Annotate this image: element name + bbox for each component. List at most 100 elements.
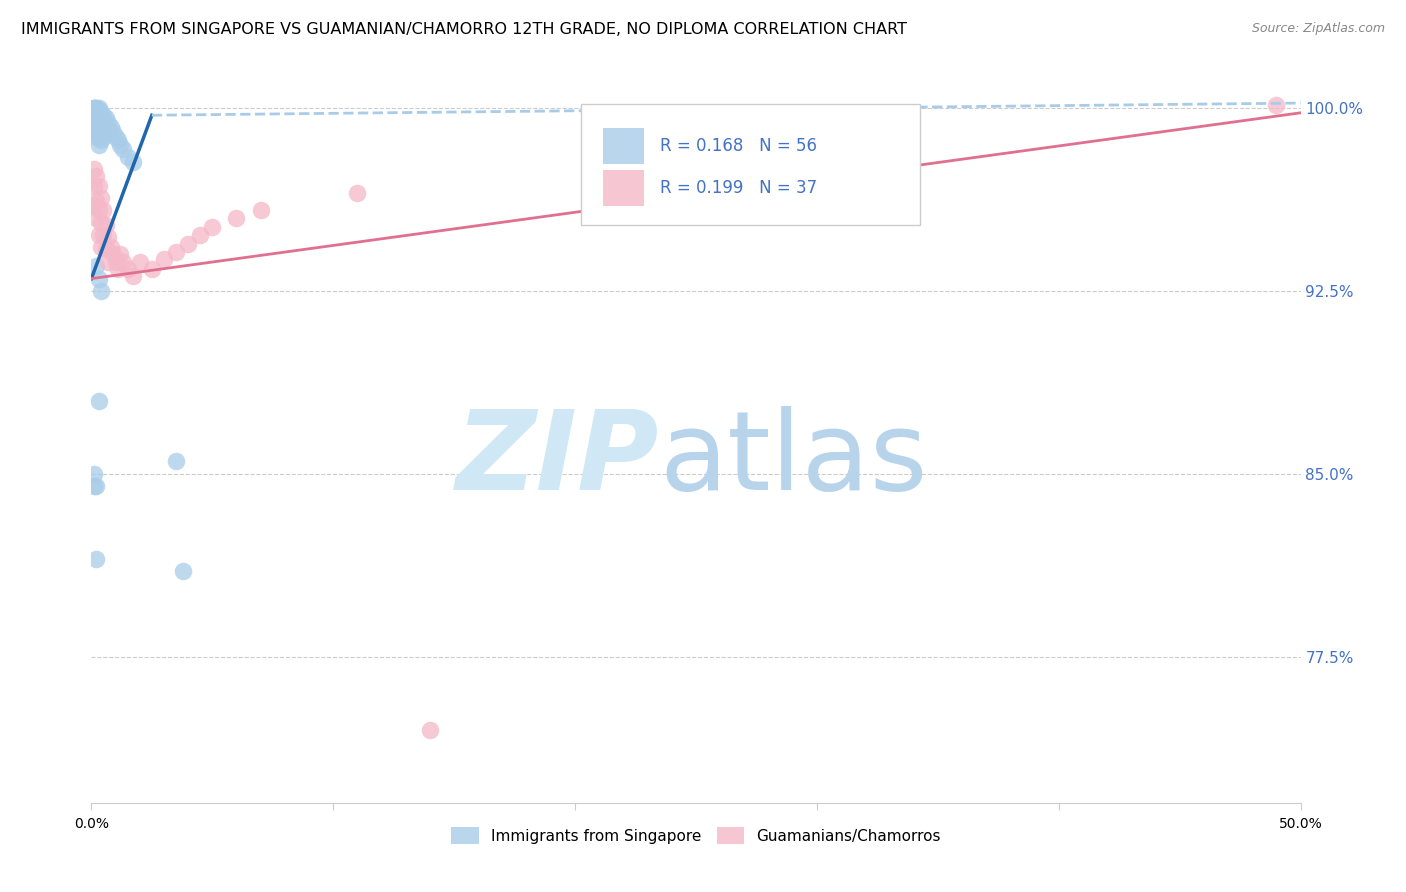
Point bbox=[87, 271, 110, 285]
Point bbox=[100, 120, 122, 135]
Text: 50.0%: 50.0% bbox=[1278, 817, 1323, 831]
Point bbox=[107, 133, 129, 147]
Point bbox=[83, 101, 105, 115]
Point bbox=[87, 203, 110, 218]
Point bbox=[83, 198, 105, 212]
Point bbox=[117, 150, 139, 164]
Point bbox=[83, 101, 105, 115]
Point bbox=[87, 137, 110, 152]
Point bbox=[90, 105, 112, 120]
Point bbox=[90, 111, 112, 125]
Point bbox=[165, 454, 187, 468]
Point bbox=[94, 218, 117, 232]
Point bbox=[117, 261, 139, 276]
Point bbox=[101, 247, 124, 261]
Point bbox=[87, 118, 110, 132]
Point bbox=[121, 154, 143, 169]
Text: Source: ZipAtlas.com: Source: ZipAtlas.com bbox=[1251, 22, 1385, 36]
Point bbox=[87, 227, 110, 242]
Point bbox=[110, 247, 132, 261]
Point bbox=[97, 230, 120, 244]
Point bbox=[87, 393, 110, 408]
Point bbox=[83, 467, 105, 481]
Point bbox=[225, 211, 247, 225]
Point bbox=[84, 125, 107, 139]
Point bbox=[84, 101, 107, 115]
Point bbox=[419, 723, 441, 737]
Point bbox=[93, 130, 115, 145]
Point bbox=[83, 479, 105, 493]
Point bbox=[104, 254, 127, 268]
Point bbox=[188, 227, 211, 242]
Point bbox=[84, 552, 107, 566]
Point bbox=[93, 115, 115, 129]
Point bbox=[97, 115, 120, 129]
Point bbox=[93, 123, 115, 137]
Point bbox=[84, 108, 107, 122]
Point bbox=[84, 111, 107, 125]
Point bbox=[165, 244, 187, 259]
Text: IMMIGRANTS FROM SINGAPORE VS GUAMANIAN/CHAMORRO 12TH GRADE, NO DIPLOMA CORRELATI: IMMIGRANTS FROM SINGAPORE VS GUAMANIAN/C… bbox=[21, 22, 907, 37]
Point bbox=[90, 118, 112, 132]
Point bbox=[128, 254, 150, 268]
Point bbox=[93, 227, 115, 242]
Point bbox=[83, 101, 105, 115]
Point bbox=[111, 142, 134, 156]
Point bbox=[90, 215, 112, 229]
Point bbox=[90, 191, 112, 205]
Point bbox=[153, 252, 176, 266]
Point bbox=[111, 254, 134, 268]
Point bbox=[93, 108, 115, 122]
Point bbox=[100, 240, 122, 254]
Point bbox=[101, 125, 124, 139]
Point bbox=[84, 130, 107, 145]
Point bbox=[94, 125, 117, 139]
Point bbox=[83, 108, 105, 122]
Point bbox=[172, 564, 194, 578]
FancyBboxPatch shape bbox=[603, 170, 644, 206]
Point bbox=[346, 186, 368, 201]
Point bbox=[84, 101, 107, 115]
Point bbox=[83, 103, 105, 118]
FancyBboxPatch shape bbox=[581, 104, 920, 225]
Point bbox=[94, 243, 117, 257]
Point bbox=[97, 254, 120, 268]
Point bbox=[84, 194, 107, 208]
Text: R = 0.168   N = 56: R = 0.168 N = 56 bbox=[659, 137, 817, 155]
Point bbox=[84, 169, 107, 184]
Legend: Immigrants from Singapore, Guamanians/Chamorros: Immigrants from Singapore, Guamanians/Ch… bbox=[446, 822, 946, 850]
Point bbox=[97, 123, 120, 137]
Point bbox=[94, 118, 117, 132]
Point bbox=[1265, 98, 1288, 112]
Point bbox=[87, 111, 110, 125]
FancyBboxPatch shape bbox=[603, 128, 644, 164]
Point bbox=[87, 130, 110, 145]
Point bbox=[249, 203, 271, 218]
Point bbox=[87, 125, 110, 139]
Text: ZIP: ZIP bbox=[456, 406, 659, 513]
Point bbox=[141, 261, 163, 276]
Text: 0.0%: 0.0% bbox=[75, 817, 108, 831]
Point bbox=[107, 261, 129, 276]
Point bbox=[84, 118, 107, 132]
Point bbox=[121, 269, 143, 284]
Point bbox=[177, 237, 200, 252]
Text: R = 0.199   N = 37: R = 0.199 N = 37 bbox=[659, 179, 817, 197]
Point bbox=[84, 260, 107, 274]
Point bbox=[83, 161, 105, 176]
Point bbox=[87, 178, 110, 193]
Point bbox=[84, 113, 107, 128]
Point bbox=[83, 178, 105, 193]
Point bbox=[84, 105, 107, 120]
Point bbox=[90, 240, 112, 254]
Point bbox=[84, 211, 107, 225]
Point bbox=[84, 103, 107, 118]
Point bbox=[90, 284, 112, 298]
Point bbox=[94, 111, 117, 125]
Point bbox=[87, 101, 110, 115]
Point bbox=[87, 105, 110, 120]
Point bbox=[93, 203, 115, 218]
Point bbox=[104, 130, 127, 145]
Point bbox=[84, 479, 107, 493]
Point bbox=[201, 220, 224, 235]
